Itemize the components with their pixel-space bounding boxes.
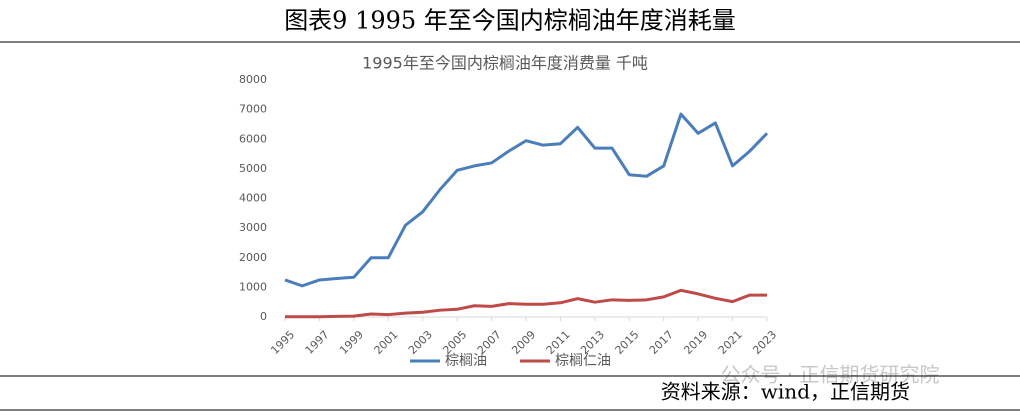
x-tick-label: 1995 [268, 328, 297, 357]
x-tick-label: 2009 [509, 328, 538, 357]
x-tick-label: 2019 [681, 328, 710, 357]
source: 资料来源：wind，正信期货 [661, 380, 910, 404]
chart-title: 1995年至今国内棕榈油年度消费量 千吨 [362, 54, 648, 73]
y-tick-label: 6000 [239, 132, 267, 145]
y-tick-label: 0 [260, 310, 267, 323]
y-tick-label: 2000 [239, 251, 267, 264]
figure-title: 图表9 1995 年至今国内棕榈油年度消耗量 [284, 7, 736, 35]
y-tick-label: 3000 [239, 221, 267, 234]
y-tick-label: 1000 [239, 280, 267, 293]
line-series [285, 288, 767, 319]
y-tick-label: 5000 [239, 162, 267, 175]
y-tick-label: 8000 [239, 73, 267, 86]
x-tick-label: 2003 [406, 328, 435, 357]
x-tick-label: 2017 [647, 328, 676, 357]
x-tick-label: 1997 [303, 328, 332, 357]
legend-label: 棕榈油 [445, 353, 487, 369]
x-tick-label: 2015 [613, 328, 642, 357]
x-tick-label: 2001 [372, 328, 401, 357]
legend-label: 棕榈仁油 [555, 353, 611, 369]
x-tick-label: 2021 [716, 328, 745, 357]
x-tick-label: 2023 [750, 328, 779, 357]
x-tick-label: 1999 [337, 328, 366, 357]
y-tick-label: 7000 [239, 103, 267, 116]
watermark: 公众号 · 正信期货研究院 [720, 363, 939, 387]
y-tick-label: 4000 [239, 192, 267, 205]
line-series [284, 112, 769, 288]
